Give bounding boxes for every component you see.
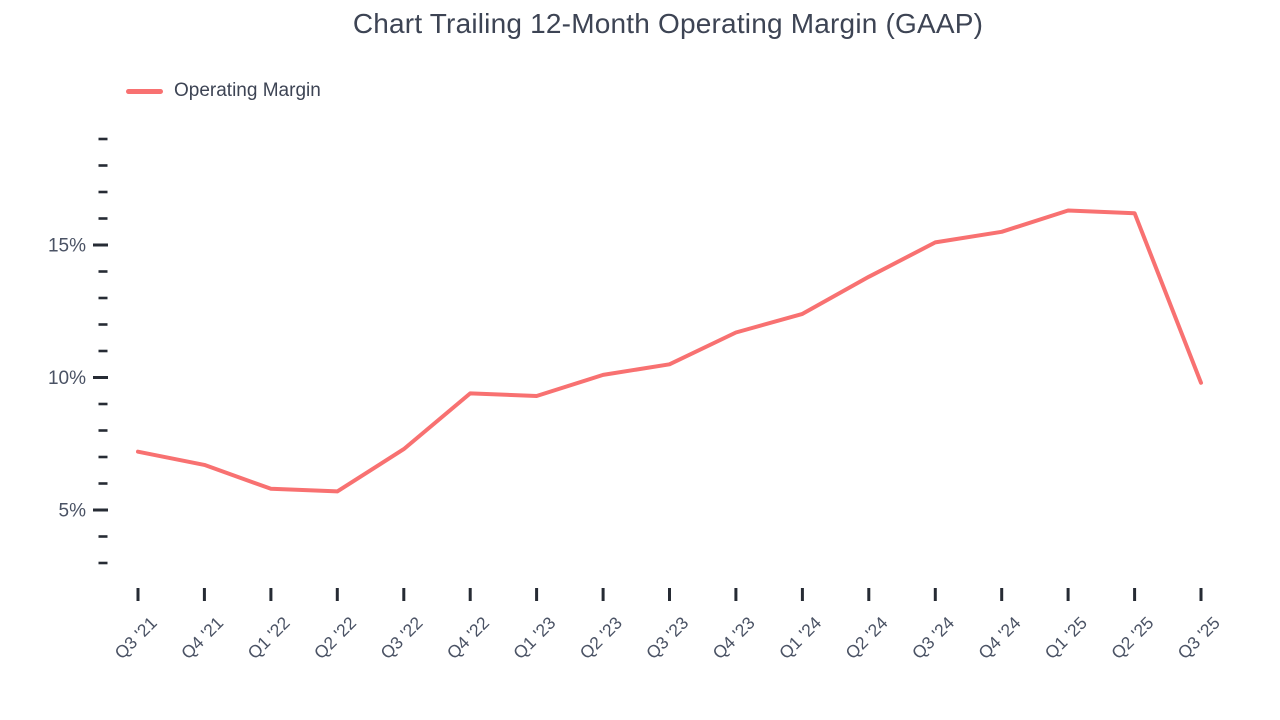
x-axis-tick-label: Q3 '24	[908, 612, 958, 662]
series-line-operating-margin	[136, 208, 1203, 494]
x-axis-tick-label: Q2 '23	[576, 613, 626, 663]
x-axis-tick-label: Q3 '23	[642, 613, 692, 663]
x-axis-tick-label: Q3 '22	[376, 613, 426, 663]
x-axis-tick-label: Q1 '23	[509, 613, 559, 663]
y-axis-tick-label: 15%	[48, 236, 86, 257]
y-axis-tick-label: 10%	[48, 368, 86, 389]
x-axis-tick-label: Q2 '22	[310, 613, 360, 663]
x-axis-tick-label: Q1 '22	[244, 613, 294, 663]
legend-label: Operating Margin	[174, 80, 321, 101]
x-axis-tick-label: Q3 '21	[111, 613, 161, 663]
x-axis-tick-label: Q1 '24	[775, 612, 825, 662]
x-axis-tick-label: Q2 '24	[841, 612, 891, 662]
x-axis-tick-label: Q2 '25	[1107, 613, 1157, 663]
x-axis-tick-label: Q4 '21	[177, 613, 227, 663]
x-axis-tick-label: Q3 '25	[1174, 613, 1224, 663]
x-axis-tick-label: Q4 '24	[974, 612, 1024, 662]
legend-swatch	[126, 88, 163, 94]
x-axis-tick-label: Q1 '25	[1041, 613, 1091, 663]
chart-title: Chart Trailing 12-Month Operating Margin…	[352, 8, 984, 39]
legend: Operating Margin	[126, 80, 321, 102]
x-axis-tick-label: Q4 '23	[709, 613, 759, 663]
x-axis-tick-label: Q4 '22	[443, 613, 493, 663]
y-axis-tick-label: 5%	[59, 501, 87, 522]
